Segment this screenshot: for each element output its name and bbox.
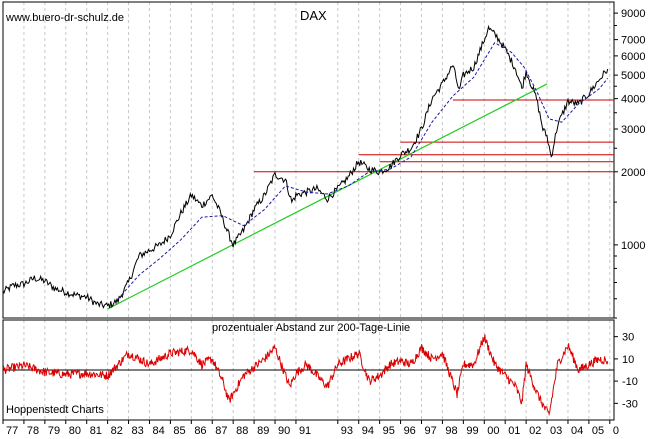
- x-tick-label-04: 04: [571, 425, 583, 437]
- x-tick-label-97: 97: [424, 425, 436, 437]
- bottom-y-tick-label-10: 10: [622, 354, 634, 366]
- abstand-series-line: [2, 334, 609, 417]
- x-tick-label-93: 93: [341, 425, 353, 437]
- bottom-panel-title: prozentualer Abstand zur 200-Tage-Linie: [212, 322, 410, 334]
- x-tick-label-82: 82: [111, 425, 123, 437]
- y-tick-label-6000: 6000: [621, 51, 645, 63]
- x-tick-label-98: 98: [445, 425, 457, 437]
- x-tick-label-84: 84: [152, 425, 164, 437]
- x-tick-label-79: 79: [48, 425, 60, 437]
- x-tick-label-85: 85: [173, 425, 185, 437]
- y-tick-label-2000: 2000: [621, 167, 645, 179]
- x-tick-label-81: 81: [90, 425, 102, 437]
- x-tick-label-05: 05: [592, 425, 604, 437]
- top-panel-frame: [2, 1, 615, 319]
- x-tick-label-03: 03: [550, 425, 562, 437]
- x-tick-label-77: 77: [6, 425, 18, 437]
- bottom-y-tick-label--30: -30: [622, 398, 638, 410]
- x-tick-label-94: 94: [362, 425, 374, 437]
- x-tick-label-80: 80: [69, 425, 81, 437]
- x-tick-label-00: 00: [487, 425, 499, 437]
- trend-line: [107, 83, 548, 310]
- y-tick-label-1000: 1000: [621, 240, 645, 252]
- x-tick-label-01: 01: [508, 425, 520, 437]
- source-label: Hoppenstedt Charts: [6, 404, 104, 416]
- x-tick-label-83: 83: [132, 425, 144, 437]
- y-tick-label-7000: 7000: [621, 35, 645, 47]
- x-tick-label-78: 78: [27, 425, 39, 437]
- x-tick-label-99: 99: [466, 425, 478, 437]
- x-tick-label-89: 89: [257, 425, 269, 437]
- x-tick-label-91: 91: [299, 425, 311, 437]
- x-tick-label-86: 86: [194, 425, 206, 437]
- y-tick-label-9000: 9000: [621, 8, 645, 20]
- bottom-y-tick-label-30: 30: [622, 332, 634, 344]
- y-tick-label-4000: 4000: [621, 94, 645, 106]
- bottom-y-tick-label--10: -10: [622, 376, 638, 388]
- x-tick-label-87: 87: [215, 425, 227, 437]
- dax-series-line: [2, 24, 609, 309]
- x-tick-label-95: 95: [383, 425, 395, 437]
- x-tick-label-02: 02: [529, 425, 541, 437]
- chart-title: DAX: [300, 8, 327, 23]
- x-tick-label-96: 96: [404, 425, 416, 437]
- x-tick-label-90: 90: [278, 425, 290, 437]
- watermark: www.buero-dr-schulz.de: [5, 12, 124, 24]
- moving-average-line: [117, 42, 609, 300]
- x-tick-label-88: 88: [236, 425, 248, 437]
- y-tick-label-5000: 5000: [621, 70, 645, 82]
- y-tick-label-3000: 3000: [621, 124, 645, 136]
- x-tick-label-0: 0: [613, 425, 619, 437]
